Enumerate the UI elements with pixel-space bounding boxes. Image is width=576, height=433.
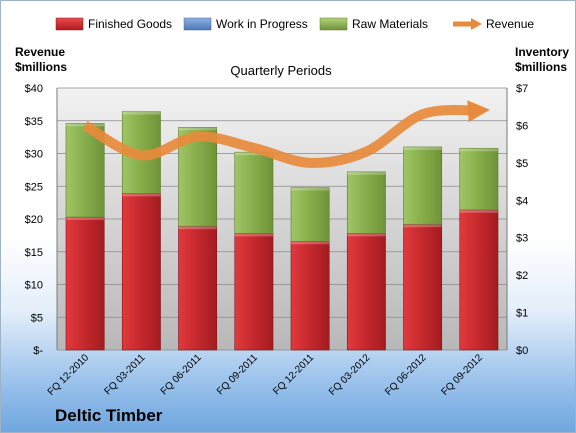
left-tick-label: $5: [31, 312, 43, 324]
bar-raw-materials-highlight: [66, 123, 105, 127]
left-tick-label: $10: [25, 280, 43, 292]
bar-finished-goods: [346, 233, 386, 351]
right-tick-label: $7: [516, 83, 528, 95]
legend: Finished Goods Work in Progress Raw Mate…: [55, 17, 534, 31]
category-label: FQ 06-2012: [383, 352, 429, 398]
legend-swatch-work-in-progress: [183, 17, 212, 31]
category-labels: FQ 12-2010 FQ 03-2011 FQ 06-2011 FQ 09-2011…: [46, 352, 486, 398]
category-label: FQ 12-2011: [271, 352, 316, 397]
left-tick-label: $40: [25, 83, 43, 95]
bar-finished-goods-highlight: [403, 224, 442, 228]
left-tick-label: $35: [25, 116, 43, 128]
plot-title: Quarterly Periods: [230, 63, 332, 78]
bar-raw-materials: [290, 187, 330, 242]
left-tick-label: $30: [25, 149, 43, 161]
bar-raw-materials-highlight: [122, 111, 161, 115]
bar-finished-goods-highlight: [122, 193, 161, 197]
legend-swatch-raw-materials: [319, 17, 348, 31]
left-tick-label: $20: [25, 214, 43, 226]
bar-finished-goods-highlight: [66, 217, 105, 221]
bar-raw-materials-highlight: [291, 187, 330, 191]
bar-raw-materials-highlight: [347, 171, 386, 175]
left-tick-label: $-: [33, 345, 43, 357]
bar-raw-materials-highlight: [459, 148, 498, 152]
right-axis-title-line2: $millions: [515, 60, 567, 74]
right-tick-label: $4: [516, 195, 528, 207]
legend-item-finished-goods: Finished Goods: [55, 17, 172, 31]
bar-raw-materials: [346, 171, 386, 234]
bar-raw-materials: [403, 146, 443, 225]
bar-finished-goods: [178, 225, 218, 351]
legend-label-raw-materials: Raw Materials: [352, 17, 428, 31]
bar-finished-goods: [65, 216, 105, 351]
bar-finished-goods-highlight: [291, 241, 330, 245]
bar-finished-goods: [121, 193, 161, 351]
bar-finished-goods-highlight: [178, 226, 217, 230]
bar-finished-goods: [403, 223, 443, 351]
left-axis-title-line1: Revenue: [15, 45, 65, 59]
legend-label-finished-goods: Finished Goods: [88, 17, 172, 31]
revenue-line-group: [82, 100, 490, 168]
left-tick-label: $15: [25, 247, 43, 259]
category-label: FQ 12-2010: [46, 352, 92, 398]
legend-label-revenue: Revenue: [486, 17, 534, 31]
bar-raw-materials-highlight: [403, 146, 442, 150]
company-name: Deltic Timber: [55, 406, 163, 425]
bar-finished-goods: [234, 233, 274, 351]
bar-finished-goods-highlight: [347, 233, 386, 237]
left-axis-ticks: $- $5 $10 $15 $20 $25 $30 $35 $40: [25, 83, 44, 357]
right-tick-label: $2: [516, 270, 528, 282]
right-tick-label: $0: [516, 345, 528, 357]
left-tick-label: $25: [25, 181, 43, 193]
left-axis-title-line2: $millions: [15, 60, 67, 74]
legend-item-revenue: Revenue: [453, 17, 534, 31]
legend-swatch-finished-goods: [55, 17, 84, 31]
category-label: FQ 09-2011: [215, 352, 260, 397]
bar-finished-goods: [459, 209, 499, 351]
bar-raw-materials-highlight: [178, 127, 217, 131]
category-label: FQ 03-2012: [327, 352, 373, 398]
right-axis-ticks: $0 $1 $2 $3 $4 $5 $6 $7: [516, 83, 528, 357]
bar-finished-goods-highlight: [234, 233, 273, 237]
category-label: FQ 09-2012: [439, 352, 485, 398]
revenue-line: [82, 100, 490, 168]
right-axis-title-line1: Inventory: [515, 45, 569, 59]
bar-raw-materials: [459, 147, 499, 211]
right-tick-label: $6: [516, 120, 528, 132]
bar-finished-goods: [290, 240, 330, 351]
category-label: FQ 03-2011: [103, 352, 148, 397]
bar-raw-materials: [234, 151, 274, 234]
right-tick-label: $1: [516, 308, 528, 320]
bar-finished-goods-highlight: [459, 209, 498, 213]
right-tick-label: $5: [516, 158, 528, 170]
category-label: FQ 06-2011: [159, 352, 204, 397]
right-tick-label: $3: [516, 233, 528, 245]
bar-raw-materials-highlight: [234, 152, 273, 156]
legend-label-work-in-progress: Work in Progress: [216, 17, 308, 31]
legend-item-raw-materials: Raw Materials: [319, 17, 428, 31]
legend-arrow-revenue: [471, 18, 482, 30]
legend-item-work-in-progress: Work in Progress: [183, 17, 308, 31]
